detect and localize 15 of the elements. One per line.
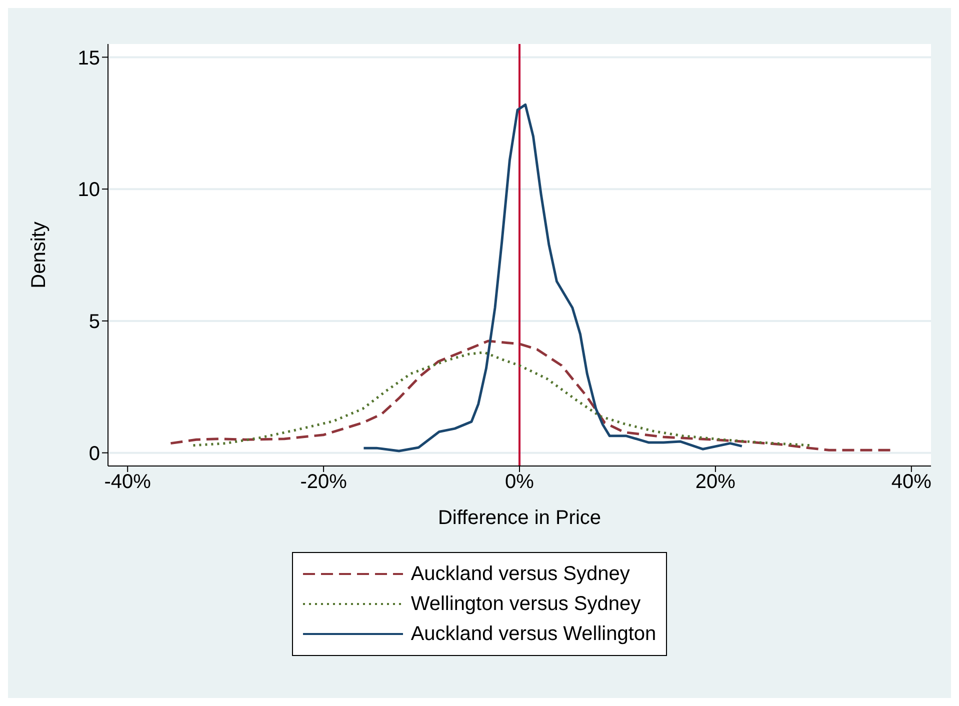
y-tick-label: 15 xyxy=(78,47,100,70)
x-tick-label: 40% xyxy=(891,471,932,494)
legend-label: Auckland versus Wellington xyxy=(410,622,656,646)
legend-label: Auckland versus Sydney xyxy=(410,562,630,586)
y-tick-label: 0 xyxy=(88,442,100,465)
y-tick-label: 5 xyxy=(88,311,100,334)
legend-label: Wellington versus Sydney xyxy=(410,592,641,616)
x-tick-label: -40% xyxy=(104,471,152,494)
y-tick-label: 10 xyxy=(78,179,100,202)
y-axis-title: Density xyxy=(28,222,50,288)
x-tick-label: -20% xyxy=(300,471,348,494)
x-axis-title: Difference in Price xyxy=(438,507,602,529)
x-tick-label: 20% xyxy=(695,471,736,494)
line-series xyxy=(362,103,744,452)
x-tick-label: 0% xyxy=(505,471,534,494)
